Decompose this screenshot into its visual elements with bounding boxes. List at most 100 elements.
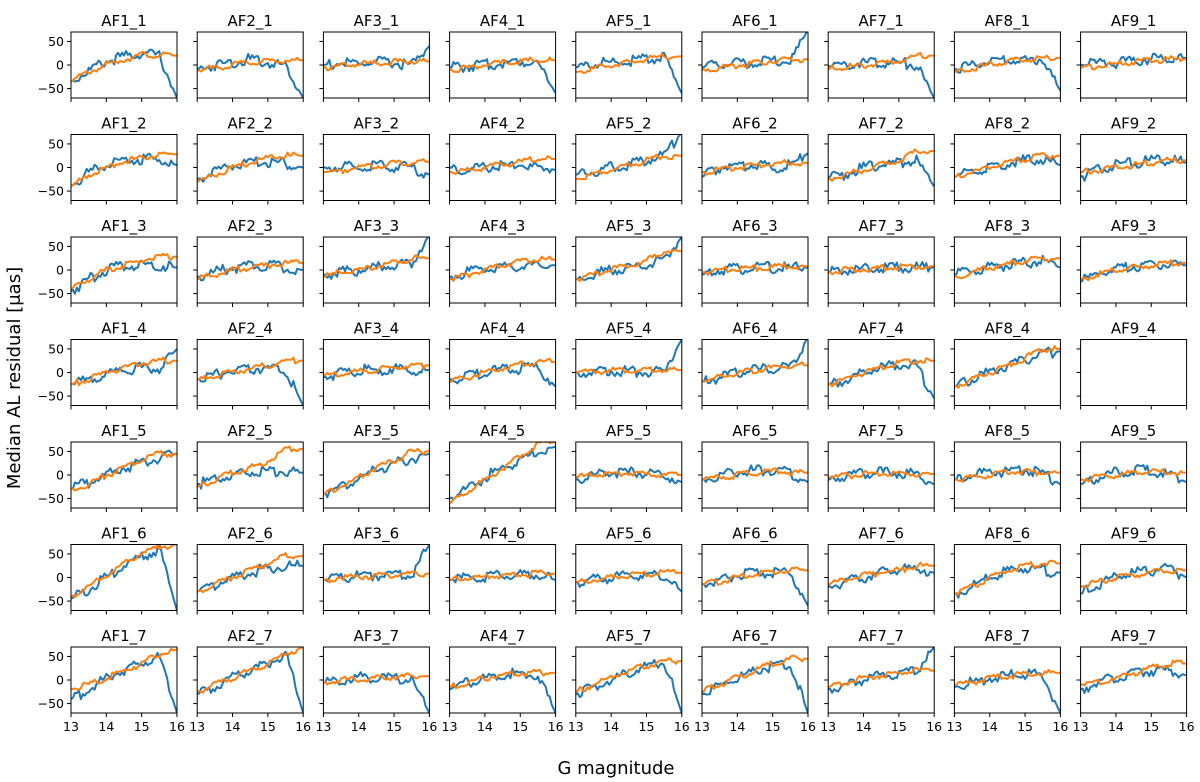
series-b-line: [1080, 567, 1187, 588]
panel-af7-4: AF7_4: [824, 320, 935, 410]
panel-frame: [70, 339, 178, 406]
y-tick-label: −50: [38, 696, 64, 711]
panel-af7-2: AF7_2: [824, 115, 935, 205]
x-axis-label: G magnitude: [557, 758, 674, 779]
panel-af3-5: AF3_5: [319, 422, 430, 512]
panel-title: AF8_4: [985, 320, 1030, 339]
panel-frame: [449, 134, 557, 201]
panel-af8-6: AF8_6: [950, 525, 1061, 615]
panel-title: AF4_7: [480, 627, 525, 646]
series-a-line: [197, 465, 304, 490]
panel-af2-7: AF2_7 13 14 15 16: [189, 627, 311, 734]
panel-title: AF4_5: [480, 422, 525, 441]
panel-title: AF4_4: [480, 320, 525, 339]
panel-title: AF7_3: [858, 217, 903, 236]
panel-title: AF6_5: [732, 422, 777, 441]
panel-af4-3: AF4_3: [445, 217, 557, 307]
panel-title: AF5_2: [606, 115, 651, 134]
panel-frame: [827, 339, 935, 406]
y-tick-label: −50: [38, 389, 64, 404]
panel-frame: [827, 31, 935, 99]
series-a-line: [828, 466, 935, 486]
series-a-line: [702, 567, 808, 607]
x-tick-label: 16: [548, 719, 564, 734]
series-a-line: [197, 156, 304, 183]
panel-af4-7: AF4_7 13 14 15 16: [442, 627, 564, 734]
panel-title: AF9_4: [1111, 320, 1156, 339]
panel-af6-7: AF6_7 13 14 15 16: [694, 627, 816, 734]
series-a-line: [197, 259, 304, 282]
panel-af5-4: AF5_4: [571, 320, 683, 410]
panel-title: AF7_1: [858, 12, 903, 31]
series-b-line: [449, 155, 556, 176]
series-b-line: [828, 469, 935, 480]
panel-title: AF5_4: [606, 320, 651, 339]
panel-title: AF9_3: [1111, 217, 1156, 236]
series-b-line: [71, 252, 177, 290]
series-b-line: [954, 152, 1061, 179]
y-tick-label: 50: [48, 239, 64, 254]
y-axis-label: Median AL residual [μas]: [4, 267, 25, 489]
series-b-line: [323, 254, 430, 279]
series-a-line: [71, 259, 177, 295]
panel-title: AF1_6: [101, 525, 146, 544]
panel-af4-2: AF4_2: [445, 115, 557, 205]
series-b-line: [449, 56, 556, 74]
series-a-line: [197, 650, 304, 713]
series-b-line: [1080, 659, 1187, 687]
panel-title: AF1_1: [101, 12, 146, 31]
y-tick-label: 50: [48, 649, 64, 664]
series-b-line: [71, 647, 177, 691]
y-tick-label: −50: [38, 594, 64, 609]
series-a-line: [954, 668, 1061, 713]
x-tick-label: 13: [694, 719, 710, 734]
series-b-line: [323, 362, 430, 378]
panel-title: AF5_7: [606, 627, 651, 646]
y-tick-label: −50: [38, 184, 64, 199]
x-tick-label: 13: [946, 719, 962, 734]
panel-af1-5: AF1_5 50 0 −50: [38, 422, 178, 512]
x-tick-label: 15: [639, 719, 655, 734]
panel-af9-6: AF9_6: [1076, 525, 1188, 615]
panel-af3-1: AF3_1: [319, 12, 430, 102]
panel-frame: [575, 646, 683, 714]
series-b-line: [197, 356, 304, 381]
panel-title: AF6_2: [732, 115, 777, 134]
series-b-line: [323, 57, 430, 72]
panel-title: AF6_4: [732, 320, 777, 339]
panel-af8-1: AF8_1: [950, 12, 1061, 102]
panel-frame: [827, 646, 935, 714]
panel-af7-6: AF7_6: [824, 525, 935, 615]
panel-af9-7: AF9_7 13 14 15 16: [1073, 627, 1195, 734]
panel-af2-1: AF2_1: [193, 12, 304, 102]
panel-title: AF4_2: [480, 115, 525, 134]
panel-title: AF2_7: [227, 627, 272, 646]
panel-title: AF9_2: [1111, 115, 1156, 134]
series-a-line: [954, 154, 1061, 178]
x-tick-label: 14: [1108, 719, 1124, 734]
series-b-line: [954, 54, 1061, 74]
series-a-line: [71, 449, 177, 491]
panel-af3-4: AF3_4: [319, 320, 430, 410]
panel-af8-5: AF8_5: [950, 422, 1061, 512]
y-tick-label: 50: [48, 444, 64, 459]
panel-af7-1: AF7_1: [824, 12, 935, 102]
panel-title: AF8_3: [985, 217, 1030, 236]
series-a-line: [323, 363, 430, 382]
series-b-line: [323, 447, 430, 495]
panel-title: AF1_2: [101, 115, 146, 134]
x-tick-label: 13: [820, 719, 836, 734]
panel-title: AF8_7: [985, 627, 1030, 646]
panel-af5-2: AF5_2: [571, 115, 683, 205]
series-b-line: [702, 361, 808, 383]
series-a-line: [828, 563, 935, 590]
series-a-line: [449, 57, 556, 94]
panel-frame: [1080, 236, 1188, 304]
series-b-line: [828, 357, 935, 388]
series-b-line: [197, 151, 304, 183]
series-a-line: [197, 559, 304, 593]
x-tick-label: 14: [477, 719, 493, 734]
y-tick-label: −50: [38, 81, 64, 96]
x-tick-label: 15: [1017, 719, 1033, 734]
panel-af4-1: AF4_1: [445, 12, 557, 102]
